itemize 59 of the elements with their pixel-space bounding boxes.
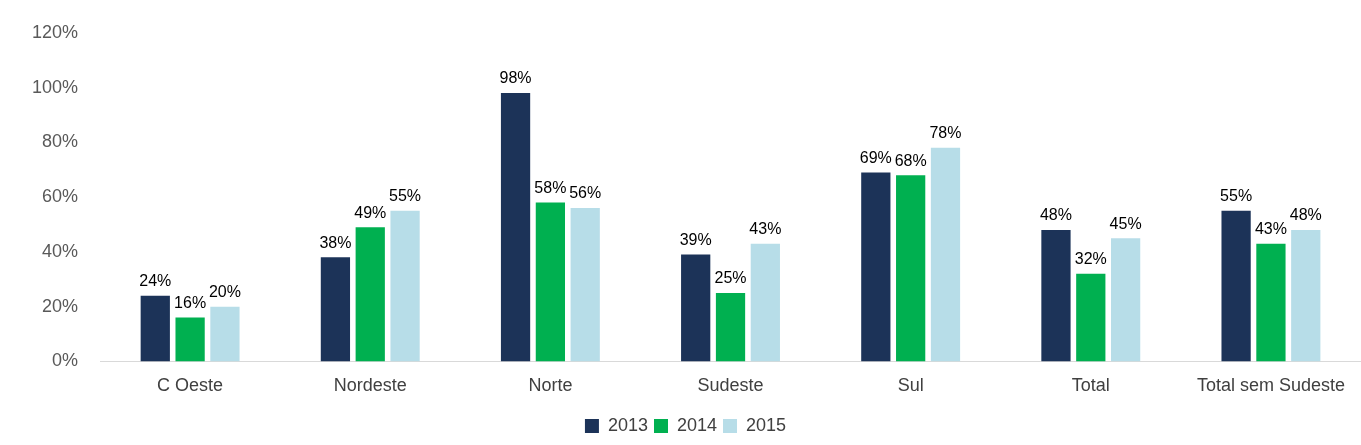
data-label: 39% <box>679 231 712 249</box>
bar <box>1041 229 1071 362</box>
bar <box>320 257 351 362</box>
data-label: 78% <box>929 124 962 142</box>
bar <box>175 317 205 362</box>
bar <box>715 292 746 362</box>
data-label: 24% <box>139 272 172 290</box>
data-label: 48% <box>1039 206 1072 224</box>
data-label: 16% <box>174 293 207 311</box>
legend-label: 2014 <box>676 414 718 435</box>
bar <box>140 295 170 362</box>
bar <box>1221 210 1251 362</box>
legend-label: 2013 <box>607 414 648 435</box>
bar <box>355 227 385 362</box>
data-label: 43% <box>1254 220 1287 238</box>
x-tick-label: Nordeste <box>333 375 407 396</box>
y-tick-label: 60% <box>42 186 79 207</box>
data-label: 38% <box>319 233 352 251</box>
data-label: 98% <box>499 69 532 87</box>
bar <box>930 147 961 362</box>
bar <box>1291 229 1321 362</box>
x-tick-label: Sudeste <box>697 375 764 396</box>
x-tick-label: Sul <box>897 375 924 396</box>
y-tick-label: 80% <box>42 131 79 152</box>
data-label: 45% <box>1109 214 1142 232</box>
x-tick-label: Total <box>1071 375 1110 396</box>
legend-label: 2015 <box>746 414 787 435</box>
x-tick-label: Total sem Sudeste <box>1196 375 1345 396</box>
x-tick-label: Norte <box>528 375 573 396</box>
y-tick-label: 120% <box>31 21 79 42</box>
data-label: 58% <box>534 178 567 196</box>
data-label: 69% <box>859 148 892 166</box>
y-tick-label: 40% <box>42 240 79 261</box>
data-label: 43% <box>749 220 782 238</box>
y-tick-label: 20% <box>42 295 79 316</box>
y-tick-label: 0% <box>52 350 79 371</box>
data-label: 56% <box>569 184 602 202</box>
bar <box>1110 238 1141 362</box>
bar <box>896 175 926 362</box>
data-label: 32% <box>1074 250 1107 268</box>
data-label: 68% <box>894 151 927 169</box>
data-label: 48% <box>1289 206 1322 224</box>
bar <box>390 210 420 362</box>
bar <box>1256 243 1286 362</box>
data-label: 25% <box>714 269 747 287</box>
bar <box>681 254 711 362</box>
data-label: 55% <box>389 187 422 205</box>
data-label: 49% <box>354 203 387 221</box>
data-label: 20% <box>208 283 241 301</box>
bar <box>570 208 600 362</box>
data-label: 55% <box>1220 187 1253 205</box>
bar <box>750 243 780 362</box>
bar <box>210 306 240 362</box>
bar <box>861 172 891 362</box>
bar <box>500 93 531 362</box>
y-tick-label: 100% <box>31 76 79 97</box>
bar <box>1076 273 1106 362</box>
bar <box>535 202 566 362</box>
x-tick-label: C Oeste <box>157 375 224 396</box>
